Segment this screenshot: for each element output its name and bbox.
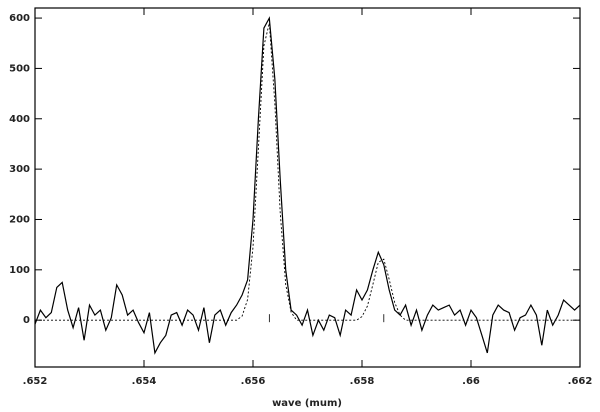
y-tick-label: 0 [23,315,30,326]
y-tick-label: 400 [9,114,30,125]
x-tick-label: .652 [23,376,48,387]
x-tick-label: .66 [462,376,480,387]
x-tick-label: .654 [132,376,157,387]
x-axis-label: wave (mum) [272,398,342,409]
series-line [35,22,580,321]
y-tick-label: 600 [9,13,30,24]
x-tick-label: .656 [241,376,266,387]
y-tick-label: 100 [9,265,30,276]
y-tick-label: 500 [9,63,30,74]
y-tick-label: 200 [9,214,30,225]
y-tick-label: 300 [9,164,30,175]
series-line [34,16,581,355]
plot-frame [34,7,581,368]
x-tick-label: .662 [568,376,593,387]
x-tick-label: .658 [350,376,375,387]
